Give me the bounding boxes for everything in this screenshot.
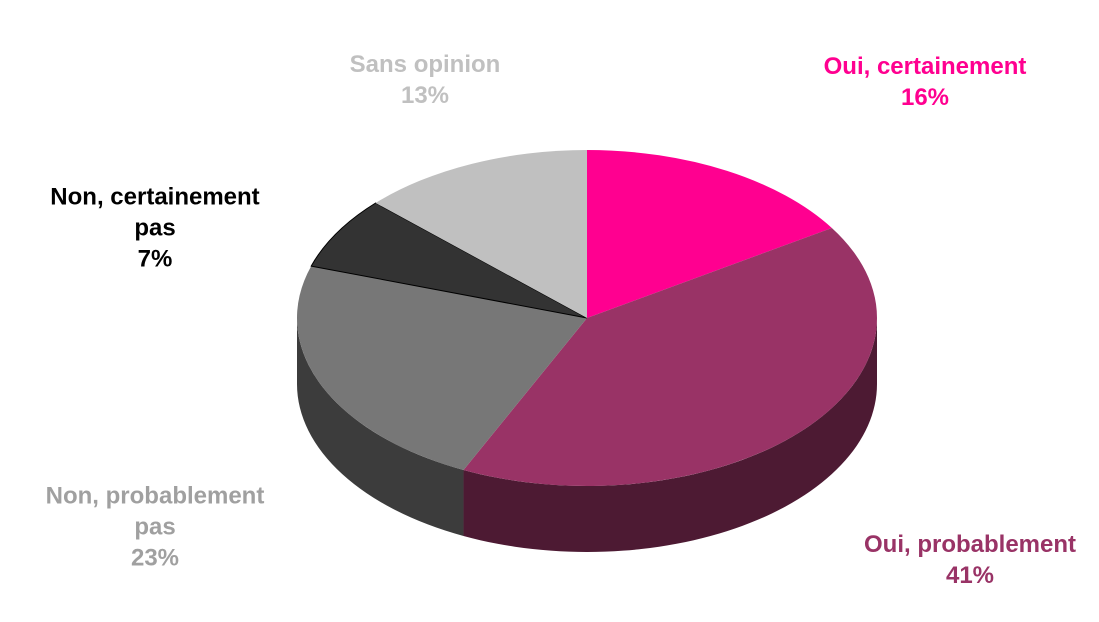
pie-slice: [463, 227, 878, 487]
slice-label: Oui, certainement 16%: [815, 51, 1035, 113]
pie-side: [463, 318, 877, 552]
value-label: 16%: [900, 84, 950, 111]
pie-side: [297, 318, 464, 537]
value-label: 23%: [130, 544, 180, 572]
category-name: Oui, certainement: [823, 53, 1027, 80]
value-label: 13%: [400, 82, 450, 109]
value-label: 7%: [137, 245, 173, 273]
value-label: 41%: [945, 562, 995, 589]
category-name: Oui, probablement: [863, 531, 1076, 558]
pie-slice: [375, 150, 587, 318]
slice-label: Non, probablement pas 23%: [35, 481, 275, 574]
slice-label: Sans opinion 13%: [295, 49, 555, 111]
category-name: Non, probablement pas: [45, 482, 265, 541]
category-name: Non, certainement pas: [50, 183, 260, 242]
slice-label: Non, certainement pas 7%: [45, 182, 265, 275]
pie-slice: [296, 266, 587, 471]
slice-label: Oui, probablement 41%: [850, 529, 1090, 591]
pie-slice: [310, 202, 588, 319]
pie-slice: [587, 150, 832, 318]
category-name: Sans opinion: [349, 51, 501, 78]
